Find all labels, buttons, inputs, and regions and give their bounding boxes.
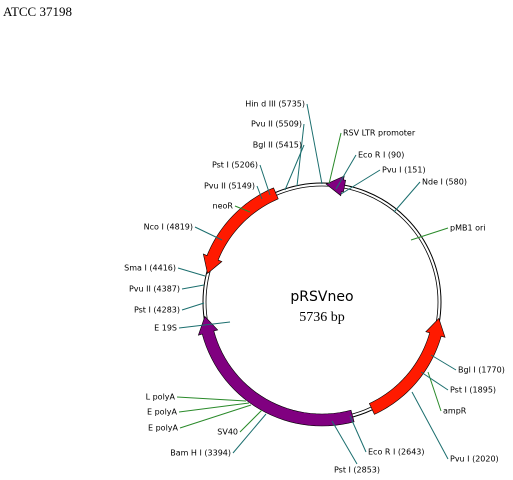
leader-line <box>179 404 252 429</box>
site-label: Bgl I (1770) <box>458 366 505 375</box>
leader-line <box>328 132 342 185</box>
site-label: E 19S <box>154 324 177 333</box>
site-label: Pvu II (4387) <box>129 285 180 294</box>
site-label: neoR <box>213 202 234 211</box>
plasmid-name: pRSVneo <box>290 289 353 305</box>
leader-line <box>177 267 206 277</box>
site-label: Pvu I (2020) <box>450 455 499 464</box>
leader-line <box>181 284 205 290</box>
neoR-arrow <box>202 187 279 274</box>
leader-line <box>420 371 449 391</box>
site-label: pMB1 ori <box>450 224 486 233</box>
site-label: Pst I (1895) <box>450 386 496 395</box>
site-label: ampR <box>443 407 467 416</box>
leader-line <box>411 391 449 460</box>
site-label: Sma I (4416) <box>124 264 176 273</box>
leader-line <box>349 415 367 453</box>
leader-line <box>176 396 247 402</box>
site-label: Nde I (580) <box>422 178 467 187</box>
leader-line <box>306 103 323 185</box>
site-label: Pvu II (5509) <box>251 120 302 129</box>
leader-line <box>239 409 263 433</box>
leader-line <box>430 354 457 371</box>
leader-line <box>331 420 358 465</box>
leader-line <box>335 154 357 190</box>
labels: Hin d III (5735) Pvu II (5509) Bgl II (541… <box>124 100 505 475</box>
site-label: Bam H I (3394) <box>170 449 231 458</box>
site-label: Hin d III (5735) <box>245 100 305 109</box>
site-label: L polyA <box>146 393 176 402</box>
leader-line <box>256 185 263 200</box>
site-label: E polyA <box>148 424 179 433</box>
site-label: Eco R I (90) <box>358 151 404 160</box>
leader-line <box>284 144 305 191</box>
leader-line <box>259 164 271 196</box>
leader-line <box>234 205 251 213</box>
site-label: Pst I (4283) <box>134 306 180 315</box>
site-label: Pst I (5206) <box>212 161 258 170</box>
leader-line <box>340 169 381 195</box>
site-label: Pvu I (151) <box>382 166 426 175</box>
ampR-arrow <box>368 317 446 415</box>
site-label: Eco R I (2643) <box>368 448 425 457</box>
site-label: Nco I (4819) <box>144 223 193 232</box>
leader-line <box>178 321 231 329</box>
site-label: Pvu II (5149) <box>204 182 255 191</box>
site-label: SV40 <box>217 428 238 437</box>
site-label: RSV LTR promoter <box>343 129 416 138</box>
leader-line <box>181 302 205 311</box>
page-title: ATCC 37198 <box>3 4 72 19</box>
leader-line <box>393 181 421 213</box>
plasmid-size: 5736 bp <box>299 310 345 325</box>
leader-line <box>194 226 223 241</box>
site-label: Bgl II (5415) <box>253 141 302 150</box>
site-label: E polyA <box>147 408 178 417</box>
leader-line <box>178 402 250 413</box>
site-label: Pst I (2853) <box>334 466 380 475</box>
leader-line <box>410 227 449 241</box>
leader-line <box>296 123 305 187</box>
leader-line <box>232 413 267 454</box>
sv40-segment <box>197 315 355 427</box>
